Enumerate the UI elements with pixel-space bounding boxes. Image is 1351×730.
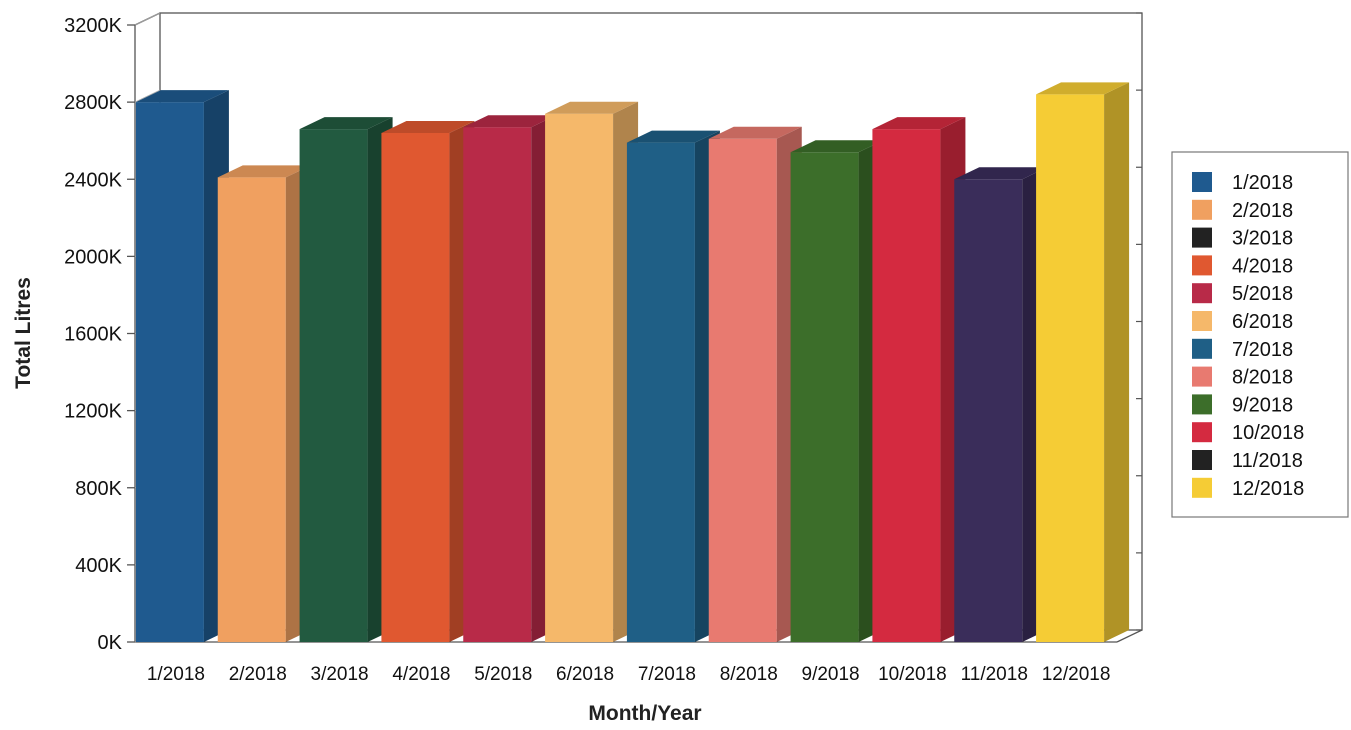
x-tick-label: 8/2018 (720, 664, 778, 685)
bar-front (135, 102, 204, 642)
bar-front (954, 179, 1023, 642)
legend-swatch (1192, 366, 1212, 387)
bar-top (217, 165, 311, 178)
x-tick-label: 12/2018 (1042, 664, 1111, 685)
y-tick-label: 400K (75, 555, 122, 577)
bar-top (135, 90, 229, 103)
legend-swatch (1192, 283, 1212, 304)
bar-8/2018 (708, 126, 802, 642)
bar-front (872, 129, 941, 642)
legend-swatch (1192, 450, 1212, 470)
bar-7/2018 (626, 130, 720, 642)
bar-front (299, 129, 368, 642)
y-tick-label: 1600K (64, 324, 122, 346)
legend-swatch (1192, 311, 1212, 331)
legend-swatch (1192, 422, 1212, 443)
legend-label: 6/2018 (1232, 311, 1293, 333)
bar-3/2018 (299, 117, 393, 642)
bar-side (1104, 82, 1130, 643)
y-tick-label: 3200K (64, 15, 122, 37)
y-tick-label: 2400K (64, 169, 122, 191)
y-axis-title: Total Litres (12, 277, 35, 389)
bar-top (626, 130, 720, 143)
x-tick-label: 2/2018 (229, 664, 287, 685)
x-tick-label: 10/2018 (878, 664, 947, 685)
legend-swatch (1192, 199, 1212, 220)
legend-label: 7/2018 (1232, 339, 1293, 361)
x-tick-label: 6/2018 (556, 664, 614, 685)
legend-swatch (1192, 255, 1212, 276)
legend-label: 10/2018 (1232, 422, 1304, 444)
y-tick-label: 1200K (64, 401, 122, 423)
bar-11/2018 (954, 167, 1048, 642)
legend-swatch (1192, 477, 1212, 498)
x-tick-label: 7/2018 (638, 664, 696, 685)
legend-label: 1/2018 (1232, 172, 1293, 194)
legend-swatch (1192, 338, 1212, 359)
x-axis-ticks: 1/2018 2/2018 3/2018 4/2018 5/2018 6/2018 7/20… (147, 664, 1111, 685)
bar-top (463, 115, 557, 128)
bar-top (954, 167, 1048, 180)
legend-label: 5/2018 (1232, 283, 1293, 305)
y-tick-label: 0K (98, 632, 123, 654)
bar-9/2018 (790, 140, 884, 642)
bar-2/2018 (217, 165, 311, 642)
bar-top (872, 117, 966, 130)
bar-4/2018 (381, 120, 475, 643)
x-tick-label: 3/2018 (311, 664, 369, 685)
y-tick-label: 2800K (64, 92, 122, 114)
legend-label: 8/2018 (1232, 367, 1293, 389)
legend-label: 12/2018 (1232, 478, 1304, 500)
bar-front (381, 132, 450, 642)
bar-front (626, 142, 695, 642)
legend-label: 11/2018 (1232, 450, 1303, 472)
x-tick-label: 11/2018 (961, 664, 1028, 685)
bar-front (1036, 94, 1105, 643)
legend-label: 3/2018 (1232, 228, 1293, 250)
x-tick-label: 4/2018 (392, 664, 450, 685)
y-tick-wall-line (134, 89, 161, 103)
bar-front (708, 138, 777, 642)
bar-5/2018 (463, 115, 557, 643)
x-tick-label: 1/2018 (147, 664, 205, 685)
legend-swatch (1192, 172, 1212, 192)
x-tick-label: 5/2018 (474, 664, 532, 685)
legend-label: 4/2018 (1232, 255, 1293, 277)
legend: 1/2018 2/2018 3/2018 4/2018 5/2018 6/2018 7/20… (1171, 151, 1349, 518)
bars (135, 82, 1130, 643)
bar-front (463, 127, 532, 643)
legend-label: 9/2018 (1232, 394, 1293, 416)
bar-front (545, 113, 614, 643)
bar-front (217, 177, 286, 642)
bar-top (299, 117, 393, 130)
legend-label: 2/2018 (1232, 200, 1293, 222)
y-tick-label: 2000K (64, 246, 122, 268)
bar-12/2018 (1036, 82, 1130, 643)
bar-top (1036, 82, 1130, 95)
bar-top (708, 126, 802, 139)
legend-swatch (1192, 227, 1212, 248)
bar-top (381, 120, 475, 133)
legend-swatch (1192, 394, 1212, 415)
bar-10/2018 (872, 117, 966, 642)
bar-6/2018 (545, 101, 639, 643)
bar-front (790, 152, 859, 642)
y-axis-ticks: 0K 400K 800K 1200K 1600K 2000K 2400K 2800K 3200K (64, 12, 1142, 654)
y-tick-wall-line (134, 12, 161, 26)
y-tick-label: 800K (75, 478, 122, 500)
x-axis-title: Month/Year (588, 702, 701, 725)
floor-right-edge (1116, 629, 1143, 643)
bar-top (545, 101, 639, 114)
bar-top (790, 140, 884, 153)
bar-1/2018 (135, 90, 229, 642)
x-tick-label: 9/2018 (802, 664, 860, 685)
